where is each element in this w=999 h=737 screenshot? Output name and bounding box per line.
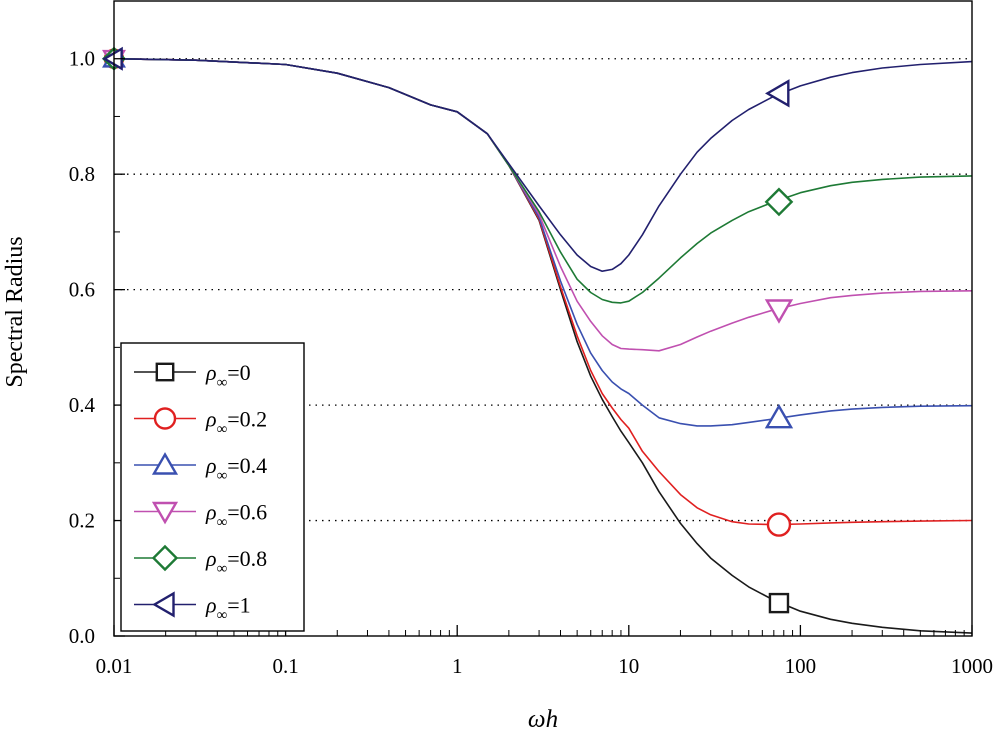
legend-item: ρ∞=0.4 xyxy=(134,452,267,484)
x-tick-label: 0.1 xyxy=(272,654,298,678)
legend-item: ρ∞=0.8 xyxy=(134,544,267,577)
series-line xyxy=(113,57,973,304)
series-group xyxy=(102,49,973,352)
series-layer xyxy=(101,46,973,634)
legend-label: ρ∞=0 xyxy=(205,360,251,391)
series-group xyxy=(102,46,973,272)
series-marker xyxy=(766,512,792,537)
x-axis-label: ωh xyxy=(528,706,558,733)
x-tick-label: 100 xyxy=(785,654,817,678)
plot-frame xyxy=(113,0,973,637)
legend-item: ρ∞=0.6 xyxy=(134,500,267,531)
x-tick-label: 1000 xyxy=(951,654,993,678)
series-group xyxy=(101,46,973,304)
legend-box xyxy=(120,342,305,632)
legend-label: ρ∞=0.4 xyxy=(205,453,267,484)
legend-marker xyxy=(152,591,175,618)
legend-item: ρ∞=0.2 xyxy=(134,407,267,438)
series-line xyxy=(113,57,973,352)
legend-marker xyxy=(153,407,177,430)
y-tick-label: 1.0 xyxy=(69,47,95,71)
legend-label: ρ∞=0.8 xyxy=(205,546,267,577)
y-tick-label: 0.2 xyxy=(69,509,95,533)
y-tick-label: 0.6 xyxy=(69,278,95,302)
legend-label: ρ∞=0.2 xyxy=(205,407,267,438)
legend-label: ρ∞=1 xyxy=(205,593,251,624)
series-marker xyxy=(764,299,794,324)
legend-item: ρ∞=0 xyxy=(134,360,251,391)
legend-marker xyxy=(151,501,179,525)
series-marker xyxy=(765,79,790,108)
legend-label: ρ∞=0.6 xyxy=(205,500,267,531)
y-axis-label: Spectral Radius xyxy=(2,236,28,387)
legend: ρ∞=0 ρ∞=0.2 ρ∞=0.4 ρ∞=0.6 ρ∞=0.8 ρ∞=1 xyxy=(120,342,305,632)
x-tick-label: 1 xyxy=(452,654,463,678)
x-tick-label: 0.01 xyxy=(96,654,133,678)
axes: 0.01 0.1 1 10 100 1000 0.0 0.2 0.4 0.6 0.8 1.0 xyxy=(69,0,993,678)
x-tick-label: 10 xyxy=(618,654,639,678)
legend-marker xyxy=(151,544,179,572)
y-tick-label: 0.4 xyxy=(69,393,96,417)
legend-item: ρ∞=1 xyxy=(134,591,251,624)
series-line xyxy=(113,57,973,272)
series-marker xyxy=(764,403,794,429)
series-marker xyxy=(768,592,790,614)
series-marker xyxy=(764,187,794,217)
legend-marker xyxy=(155,362,175,382)
y-tick-label: 0.8 xyxy=(69,162,95,186)
y-tick-label: 0.0 xyxy=(69,624,95,648)
legend-marker xyxy=(151,452,179,475)
